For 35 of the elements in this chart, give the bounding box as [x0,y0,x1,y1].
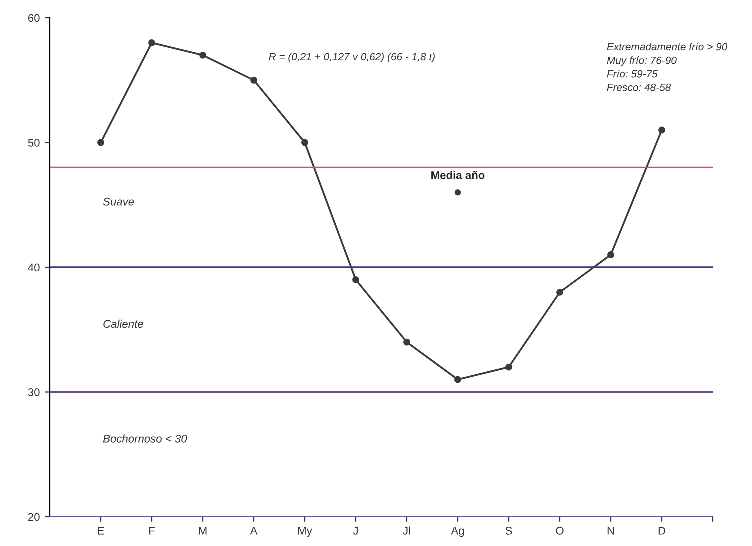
point [302,139,308,146]
x-tick-label: M [199,527,207,535]
x-tick-label: O [556,527,564,535]
point [98,139,104,146]
x-tick-label: F [150,527,155,535]
x-tick-label: J [353,527,358,535]
y-tick-label: 40 [28,264,40,272]
point [250,76,258,84]
point [200,52,206,59]
point [608,252,614,258]
annotation: Suave [103,198,134,206]
x-tick-label: N [608,527,614,535]
x-tick-label: S [506,527,512,535]
point [404,338,410,346]
x-tick-label: D [658,527,666,535]
x-tick-label: A [250,527,258,535]
y-tick-label: 60 [28,14,40,22]
point [148,39,156,46]
point [352,276,360,284]
x-tick-label: Jl [403,526,410,535]
y-tick-label: 50 [28,139,40,147]
annotation: Extremadamente frío > 90 Muy frío: 76-90 Frío: 59-75 Fresco: 48-58 [607,42,728,92]
y-tick-label: 20 [28,513,40,522]
point [556,288,564,296]
series-label: Media año [432,171,485,180]
point [658,126,666,134]
annotation: Caliente [104,320,144,328]
annotation: Bochornoso < 30 [103,434,188,443]
x-tick-label: Ag [451,527,464,538]
point [506,364,512,371]
x-tick-label: E [98,527,104,535]
y-tick-label: 30 [28,388,40,396]
point [454,376,462,384]
x-tick-label: My [298,527,312,538]
annotation: R = (0,21 + 0,127 v 0,62) (66 - 1,8 t) [269,52,435,63]
